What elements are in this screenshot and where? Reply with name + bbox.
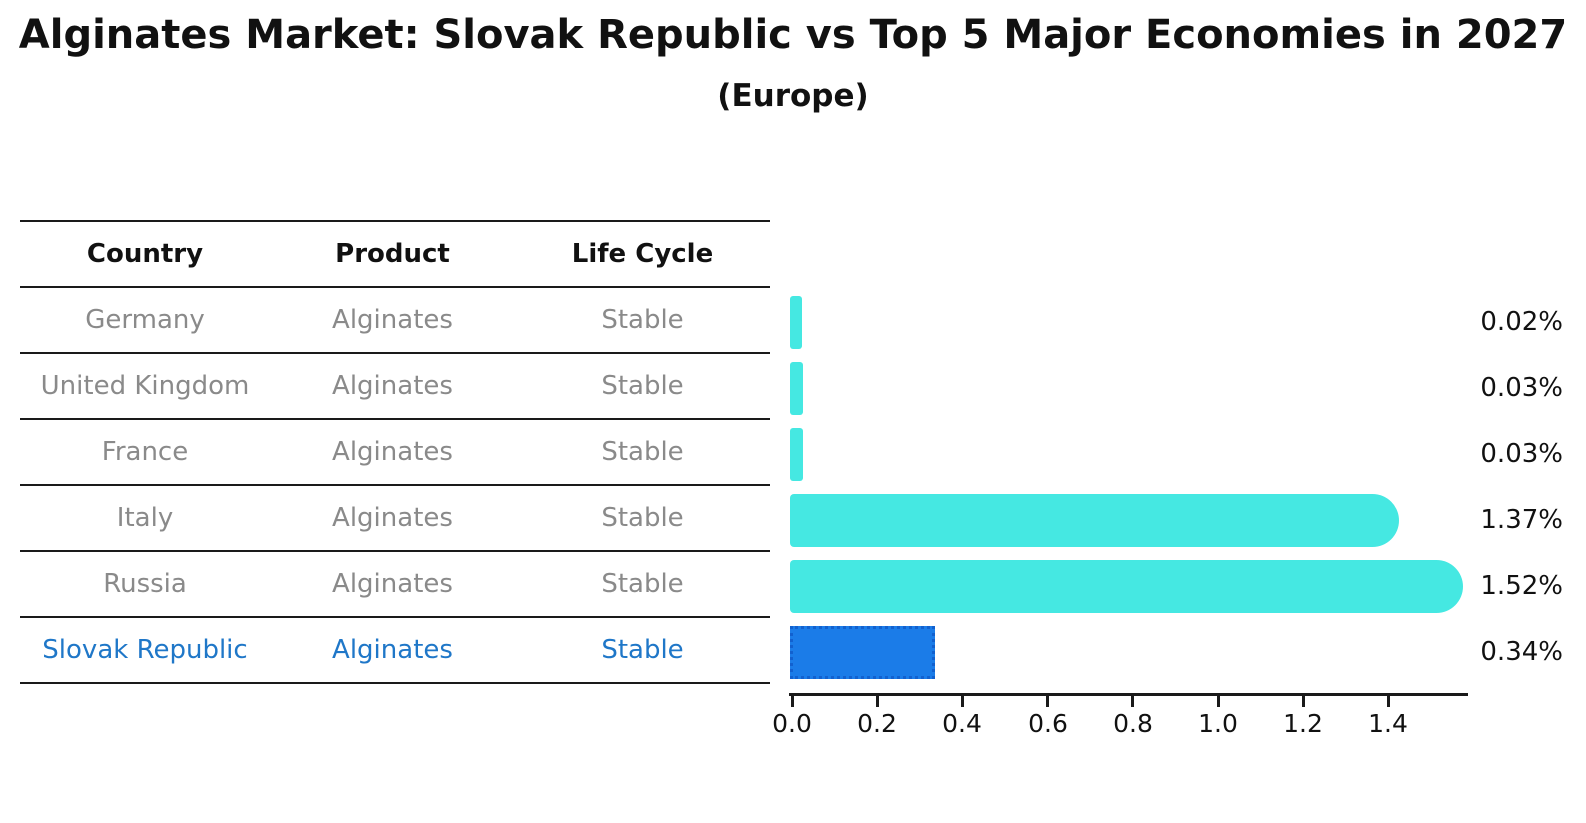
x-tick bbox=[791, 696, 794, 707]
x-tick bbox=[1131, 696, 1134, 707]
bar-slovak-republic bbox=[790, 626, 935, 679]
bar-russia bbox=[790, 560, 1463, 613]
cell-life-cycle: Stable bbox=[601, 371, 684, 401]
cell-country: Russia bbox=[103, 569, 187, 599]
x-tick bbox=[1302, 696, 1305, 707]
x-tick-label: 1.4 bbox=[1368, 709, 1408, 738]
cell-life-cycle: Stable bbox=[601, 635, 684, 665]
x-tick-label: 0.0 bbox=[772, 709, 812, 738]
cell-country: Slovak Republic bbox=[42, 635, 248, 665]
cell-country: United Kingdom bbox=[40, 371, 250, 401]
table-header-row: Country Product Life Cycle bbox=[20, 221, 770, 287]
bar-france bbox=[790, 428, 803, 481]
cell-product: Alginates bbox=[332, 437, 453, 467]
bar-united-kingdom bbox=[790, 362, 803, 415]
chart-title: Alginates Market: Slovak Republic vs Top… bbox=[18, 12, 1568, 58]
column-header-product: Product bbox=[335, 239, 450, 269]
x-tick bbox=[1046, 696, 1049, 707]
value-label-russia: 1.52% bbox=[1480, 571, 1563, 601]
cell-product: Alginates bbox=[332, 569, 453, 599]
cell-country: Italy bbox=[116, 503, 174, 533]
bar-germany bbox=[790, 296, 802, 349]
cell-life-cycle: Stable bbox=[601, 569, 684, 599]
cell-product: Alginates bbox=[332, 503, 453, 533]
x-tick bbox=[961, 696, 964, 707]
table-row-slovak-republic: Slovak Republic Alginates Stable bbox=[20, 617, 770, 683]
table-row-france: France Alginates Stable bbox=[20, 419, 770, 485]
x-tick-label: 0.8 bbox=[1113, 709, 1153, 738]
x-tick-label: 1.2 bbox=[1283, 709, 1323, 738]
table-row-germany: Germany Alginates Stable bbox=[20, 287, 770, 353]
cell-life-cycle: Stable bbox=[601, 437, 684, 467]
bar-italy bbox=[790, 494, 1399, 547]
table-row-italy: Italy Alginates Stable bbox=[20, 485, 770, 551]
x-tick-label: 0.2 bbox=[857, 709, 897, 738]
table-row-united-kingdom: United Kingdom Alginates Stable bbox=[20, 353, 770, 419]
x-tick-label: 0.4 bbox=[942, 709, 982, 738]
value-label-slovak-republic: 0.34% bbox=[1480, 637, 1563, 667]
cell-life-cycle: Stable bbox=[601, 503, 684, 533]
cell-life-cycle: Stable bbox=[601, 305, 684, 335]
column-header-country: Country bbox=[86, 239, 204, 269]
chart-subtitle: (Europe) bbox=[717, 78, 869, 114]
x-tick bbox=[1387, 696, 1390, 707]
table-row-russia: Russia Alginates Stable bbox=[20, 551, 770, 617]
value-label-france: 0.03% bbox=[1480, 439, 1563, 469]
value-label-italy: 1.37% bbox=[1480, 505, 1563, 535]
value-label-germany: 0.02% bbox=[1480, 307, 1563, 337]
column-header-life-cycle: Life Cycle bbox=[571, 239, 714, 269]
x-axis-line bbox=[789, 693, 1468, 696]
cell-country: France bbox=[101, 437, 189, 467]
x-tick-label: 1.0 bbox=[1198, 709, 1238, 738]
cell-product: Alginates bbox=[332, 305, 453, 335]
x-tick bbox=[876, 696, 879, 707]
value-label-united-kingdom: 0.03% bbox=[1480, 373, 1563, 403]
cell-product: Alginates bbox=[332, 371, 453, 401]
x-tick-label: 0.6 bbox=[1028, 709, 1068, 738]
country-table: Country Product Life Cycle Germany Alginate… bbox=[20, 220, 770, 684]
cell-country: Germany bbox=[85, 305, 205, 335]
cell-product: Alginates bbox=[332, 635, 453, 665]
x-tick bbox=[1217, 696, 1220, 707]
